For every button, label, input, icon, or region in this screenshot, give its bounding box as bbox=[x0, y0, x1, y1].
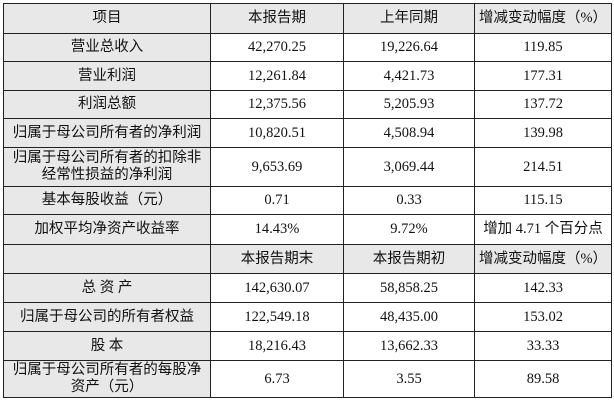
table-row: 营业利润 12,261.84 4,421.73 177.31 bbox=[3, 61, 612, 91]
table-row: 归属于母公司所有者的扣除非经常性损益的净利润 9,653.69 3,069.44 21… bbox=[3, 147, 612, 187]
cell-value: 0.71 bbox=[210, 186, 344, 215]
cell-value: 89.58 bbox=[474, 360, 612, 398]
column-header: 项目 bbox=[3, 3, 211, 34]
column-header: 增减变动幅度（%） bbox=[474, 244, 612, 274]
cell-value: 0.33 bbox=[343, 186, 475, 215]
column-header bbox=[3, 244, 211, 274]
cell-value: 42,270.25 bbox=[210, 33, 344, 62]
table-row: 股 本 18,216.43 13,662.33 33.33 bbox=[3, 331, 612, 361]
cell-value: 122,549.18 bbox=[210, 302, 344, 332]
column-header: 本报告期末 bbox=[210, 244, 344, 274]
table-row: 营业总收入 42,270.25 19,226.64 119.85 bbox=[3, 33, 612, 62]
cell-value: 142.33 bbox=[474, 273, 612, 303]
cell-value: 9,653.69 bbox=[210, 147, 344, 187]
cell-value: 139.98 bbox=[474, 118, 612, 148]
table-header-row: 项目 本报告期 上年同期 增减变动幅度（%） bbox=[3, 3, 612, 34]
cell-value: 5,205.93 bbox=[343, 90, 475, 119]
row-label: 基本每股收益（元） bbox=[3, 186, 211, 215]
column-header: 本报告期 bbox=[210, 3, 344, 34]
row-label: 营业总收入 bbox=[3, 33, 211, 62]
row-label: 归属于母公司所有者的净利润 bbox=[3, 118, 211, 148]
cell-value: 58,858.25 bbox=[343, 273, 475, 303]
column-header: 上年同期 bbox=[343, 3, 475, 34]
cell-value: 48,435.00 bbox=[343, 302, 475, 332]
cell-value: 153.02 bbox=[474, 302, 612, 332]
cell-value: 137.72 bbox=[474, 90, 612, 119]
row-label: 利润总额 bbox=[3, 90, 211, 119]
table-row: 加权平均净资产收益率 14.43% 9.72% 增加 4.71 个百分点 bbox=[3, 214, 612, 245]
cell-value: 18,216.43 bbox=[210, 331, 344, 361]
cell-value: 142,630.07 bbox=[210, 273, 344, 303]
table-row: 归属于母公司的所有者权益 122,549.18 48,435.00 153.02 bbox=[3, 302, 612, 332]
cell-value: 3,069.44 bbox=[343, 147, 475, 187]
table-row: 利润总额 12,375.56 5,205.93 137.72 bbox=[3, 90, 612, 119]
cell-value: 4,508.94 bbox=[343, 118, 475, 148]
cell-value: 12,261.84 bbox=[210, 61, 344, 91]
row-label: 加权平均净资产收益率 bbox=[3, 214, 211, 245]
cell-value: 177.31 bbox=[474, 61, 612, 91]
table-row: 基本每股收益（元） 0.71 0.33 115.15 bbox=[3, 186, 612, 215]
column-header: 本报告期初 bbox=[343, 244, 475, 274]
row-label: 营业利润 bbox=[3, 61, 211, 91]
cell-value: 14.43% bbox=[210, 214, 344, 245]
cell-value: 19,226.64 bbox=[343, 33, 475, 62]
cell-value: 214.51 bbox=[474, 147, 612, 187]
table-header-row: 本报告期末 本报告期初 增减变动幅度（%） bbox=[3, 244, 612, 274]
cell-value: 13,662.33 bbox=[343, 331, 475, 361]
cell-value: 12,375.56 bbox=[210, 90, 344, 119]
row-label: 总 资 产 bbox=[3, 273, 211, 303]
cell-value: 10,820.51 bbox=[210, 118, 344, 148]
row-label: 归属于母公司的所有者权益 bbox=[3, 302, 211, 332]
cell-value: 6.73 bbox=[210, 360, 344, 398]
cell-value: 115.15 bbox=[474, 186, 612, 215]
table-row: 归属于母公司所有者的净利润 10,820.51 4,508.94 139.98 bbox=[3, 118, 612, 148]
row-label: 归属于母公司所有者的每股净资产（元） bbox=[3, 360, 211, 398]
cell-value: 3.55 bbox=[343, 360, 475, 398]
cell-value: 33.33 bbox=[474, 331, 612, 361]
cell-value: 119.85 bbox=[474, 33, 612, 62]
cell-value: 增加 4.71 个百分点 bbox=[474, 214, 612, 245]
financial-summary-table: 项目 本报告期 上年同期 增减变动幅度（%） 营业总收入 42,270.25 19,226.… bbox=[3, 3, 612, 398]
row-label: 归属于母公司所有者的扣除非经常性损益的净利润 bbox=[3, 147, 211, 187]
cell-value: 4,421.73 bbox=[343, 61, 475, 91]
cell-value: 9.72% bbox=[343, 214, 475, 245]
column-header: 增减变动幅度（%） bbox=[474, 3, 612, 34]
table-row: 归属于母公司所有者的每股净资产（元） 6.73 3.55 89.58 bbox=[3, 360, 612, 398]
table-row: 总 资 产 142,630.07 58,858.25 142.33 bbox=[3, 273, 612, 303]
row-label: 股 本 bbox=[3, 331, 211, 361]
